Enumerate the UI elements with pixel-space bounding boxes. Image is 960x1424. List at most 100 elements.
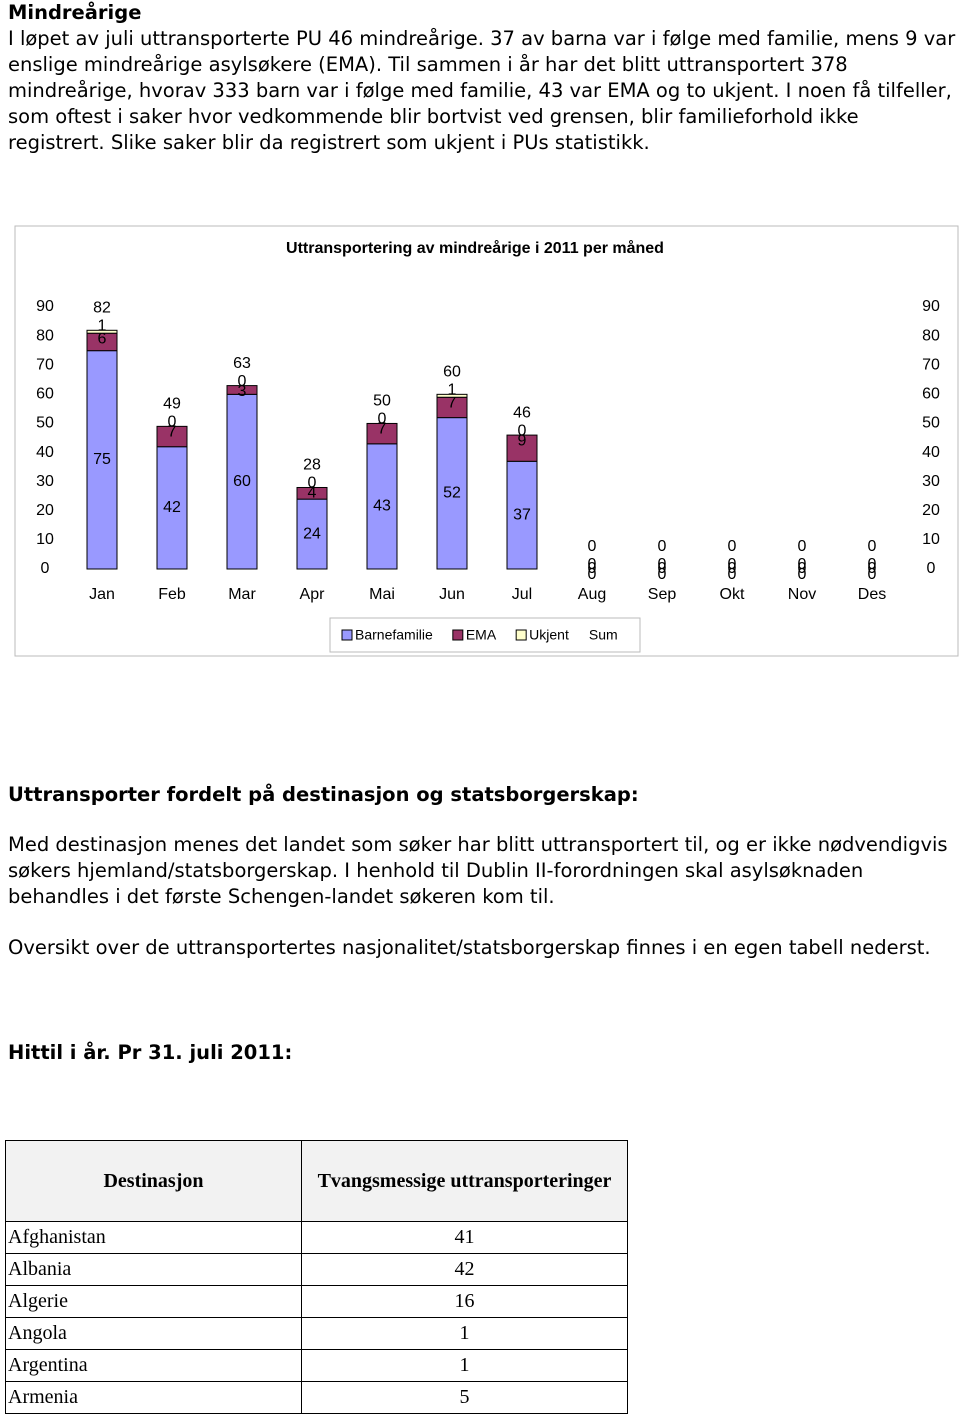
legend-swatch (341, 629, 353, 641)
x-tick-label: Sep (648, 586, 677, 603)
y2-tick-label: 50 (922, 415, 940, 432)
y-tick-label: 0 (41, 560, 50, 577)
table-row: Angola 1 (5, 1317, 628, 1350)
data-label: 50 (373, 393, 391, 410)
table-cell: Angola (5, 1317, 302, 1350)
data-label: 63 (233, 355, 251, 372)
paragraph: I løpet av juli uttransporterte PU 46 mi… (8, 27, 956, 154)
heading: Uttransporter fordelt på destinasjon og … (8, 783, 639, 806)
data-label: 37 (513, 506, 531, 523)
y-tick-label: 90 (36, 298, 54, 315)
y2-tick-label: 40 (922, 444, 940, 461)
table-body: Afghanistan 41 Albania 42 Algerie 16 Angola 1 Ar… (5, 1221, 628, 1414)
paragraph: Oversikt over de uttransportertes nasjon… (8, 936, 931, 959)
data-label: 0 (658, 556, 667, 573)
data-label: 0 (798, 560, 807, 577)
data-label: 0 (728, 566, 737, 583)
data-label: 0 (658, 560, 667, 577)
data-label: 0 (658, 566, 667, 583)
y2-tick-label: 70 (922, 356, 940, 373)
heading: Hittil i år. Pr 31. juli 2011: (8, 1041, 293, 1064)
x-tick-label: Aug (578, 586, 606, 603)
data-label: 0 (378, 411, 387, 428)
data-label: 0 (868, 560, 877, 577)
bar-segment (86, 350, 118, 570)
y-tick-label: 30 (36, 473, 54, 490)
x-tick-label: Jul (512, 586, 532, 603)
chart: Uttransportering av mindreårige i 2011 p… (14, 225, 959, 657)
x-tick-label: Feb (158, 586, 186, 603)
data-label: 60 (233, 473, 251, 490)
data-label: 0 (868, 556, 877, 573)
bar-segment (436, 393, 468, 398)
y2-tick-label: 60 (922, 386, 940, 403)
data-label: 0 (798, 566, 807, 583)
table-cell: 1 (301, 1317, 628, 1350)
data-label: 82 (93, 300, 111, 317)
data-label: 0 (868, 538, 877, 555)
x-tick-label: Mar (228, 586, 256, 603)
x-tick-label: Mai (369, 586, 395, 603)
data-label: 42 (163, 499, 181, 516)
table-cell: 1 (301, 1349, 628, 1382)
data-label: 46 (513, 404, 531, 421)
paragraph: Med destinasjon menes det landet som søk… (8, 833, 948, 908)
y-tick-label: 80 (36, 327, 54, 344)
legend-label: Barnefamilie (355, 627, 433, 643)
data-label: 60 (443, 364, 461, 381)
y2-tick-label: 30 (922, 473, 940, 490)
y-tick-label: 50 (36, 415, 54, 432)
data-label: 3 (238, 383, 247, 400)
data-label: 24 (303, 525, 321, 542)
legend-frame (329, 617, 641, 653)
data-label: 52 (443, 485, 461, 502)
table-row: Albania 42 (5, 1253, 628, 1286)
data-label: 0 (728, 556, 737, 573)
data-label: 49 (163, 396, 181, 413)
x-tick-label: Des (858, 586, 886, 603)
y2-tick-label: 90 (922, 298, 940, 315)
column-header: Destinasjon (5, 1140, 302, 1222)
legend-swatch (452, 629, 464, 641)
x-tick-label: Jun (439, 586, 465, 603)
x-tick-label: Nov (788, 586, 816, 603)
bar-segment (366, 422, 398, 445)
legend-label: EMA (466, 627, 497, 643)
bar-segment (506, 434, 538, 462)
chart-title: Uttransportering av mindreårige i 2011 p… (286, 239, 664, 257)
y-tick-label: 60 (36, 386, 54, 403)
column-header: Tvangsmessige uttransporteringer (301, 1140, 628, 1222)
data-label: 0 (868, 566, 877, 583)
y2-tick-label: 0 (927, 560, 936, 577)
table-row: Afghanistan 41 (5, 1221, 628, 1254)
table-row: Armenia 5 (5, 1381, 628, 1414)
y2-tick-label: 20 (922, 502, 940, 519)
data-label: 28 (303, 457, 321, 474)
table-cell: Argentina (5, 1349, 302, 1382)
data-label: 0 (308, 475, 317, 492)
table-cell: Armenia (5, 1381, 302, 1414)
bar-segment (156, 425, 188, 448)
table-cell: 16 (301, 1285, 628, 1318)
data-label: 6 (98, 330, 107, 347)
data-label: 1 (98, 318, 107, 335)
table-row: Argentina 1 (5, 1349, 628, 1382)
bar-segment (226, 385, 258, 395)
bar-segment (226, 393, 258, 570)
legend-label: Ukjent (529, 627, 569, 643)
y-tick-label: 20 (36, 502, 54, 519)
data-label: 0 (588, 566, 597, 583)
y2-tick-label: 80 (922, 327, 940, 344)
bar-segment (86, 329, 118, 334)
header-row: Destinasjon Tvangsmessige uttransporterin… (5, 1140, 628, 1222)
data-label: 0 (588, 538, 597, 555)
table-cell: Algerie (5, 1285, 302, 1318)
chart-frame (14, 225, 959, 657)
data-label: 0 (588, 560, 597, 577)
bar-segment (436, 417, 468, 570)
data-label: 0 (728, 538, 737, 555)
bar-segment (506, 460, 538, 570)
data-label: 7 (378, 421, 387, 438)
data-label: 0 (518, 422, 527, 439)
